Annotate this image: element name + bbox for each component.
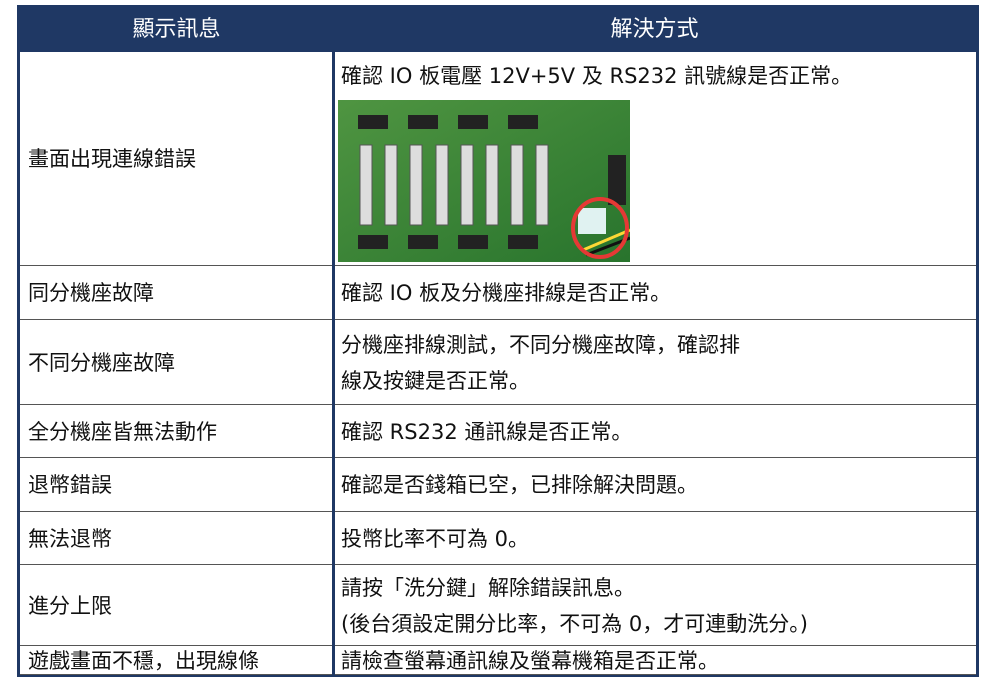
cell-text: 進分上限 [28, 593, 112, 618]
cell-text: 投幣比率不可為 0。 [341, 526, 530, 551]
cell-text: 線及按鍵是否正常。 [341, 368, 530, 393]
row-solution: 確認 RS232 通訊線是否正常。 [335, 405, 974, 458]
cell-text: 不同分機座故障 [28, 350, 175, 375]
cell-text: 解決方式 [610, 17, 699, 42]
row-solution: 確認是否錢箱已空，已排除解決問題。 [335, 458, 974, 512]
row-solution: 分機座排線測試，不同分機座故障，確認排 線及按鍵是否正常。 [335, 320, 974, 405]
row-line [20, 674, 976, 675]
row-solution: 確認 IO 板及分機座排線是否正常。 [335, 266, 974, 320]
border-left [17, 8, 20, 677]
row-line [20, 319, 976, 320]
border-right [976, 8, 979, 677]
cell-text: 全分機座皆無法動作 [28, 419, 217, 444]
row-solution: 請檢查螢幕通訊線及螢幕機箱是否正常。 [335, 646, 974, 675]
cell-text: 同分機座故障 [28, 281, 154, 305]
row-line [20, 511, 976, 512]
row-label: 畫面出現連線錯誤 [22, 52, 333, 266]
row-line [20, 564, 976, 565]
cell-text: 無法退幣 [28, 526, 112, 551]
pcb-photo [338, 100, 630, 262]
border-top [17, 5, 979, 8]
cell-text: 顯示訊息 [132, 17, 221, 42]
cell-text: 確認 IO 板電壓 12V+5V 及 RS232 訊號線是否正常。 [341, 64, 853, 88]
cell-text: 分機座排線測試，不同分機座故障，確認排 [341, 332, 740, 357]
row-line [20, 645, 976, 646]
cell-text: 請按「洗分鍵」解除錯誤訊息。 [341, 575, 635, 600]
row-line [20, 265, 976, 266]
column-divider [332, 52, 335, 675]
row-solution: 請按「洗分鍵」解除錯誤訊息。 (後台須設定開分比率，不可為 0，才可連動洗分。) [335, 565, 974, 646]
row-line [20, 457, 976, 458]
cell-text: (後台須設定開分比率，不可為 0，才可連動洗分。) [341, 611, 808, 636]
cell-text: 確認 RS232 通訊線是否正常。 [341, 419, 633, 444]
row-solution: 確認 IO 板電壓 12V+5V 及 RS232 訊號線是否正常。 [335, 52, 974, 266]
cell-text: 確認 IO 板及分機座排線是否正常。 [341, 281, 672, 305]
row-label: 退幣錯誤 [22, 458, 333, 512]
row-line [20, 404, 976, 405]
row-label: 無法退幣 [22, 512, 333, 565]
row-solution: 投幣比率不可為 0。 [335, 512, 974, 565]
cell-text: 遊戲畫面不穩，出現線條 [28, 648, 259, 673]
row-label: 同分機座故障 [22, 266, 333, 320]
header-cell: 解決方式 [333, 8, 976, 52]
row-label: 全分機座皆無法動作 [22, 405, 333, 458]
row-label: 進分上限 [22, 565, 333, 646]
cell-text: 退幣錯誤 [28, 473, 112, 497]
cell-text: 確認是否錢箱已空，已排除解決問題。 [341, 473, 698, 497]
row-label: 遊戲畫面不穩，出現線條 [22, 646, 333, 675]
header-cell: 顯示訊息 [20, 8, 333, 52]
row-label: 不同分機座故障 [22, 320, 333, 405]
border-bottom [17, 675, 979, 677]
cell-text: 請檢查螢幕通訊線及螢幕機箱是否正常。 [341, 648, 719, 673]
cell-text: 畫面出現連線錯誤 [28, 147, 196, 171]
